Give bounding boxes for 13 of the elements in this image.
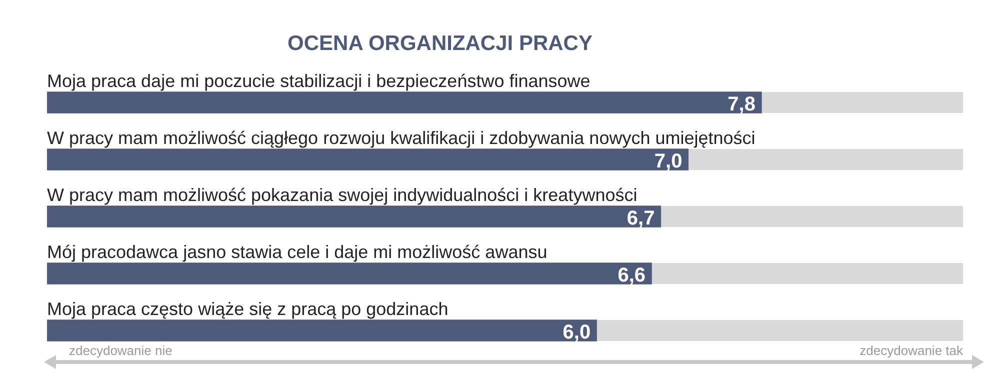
data-label: 6,7 (626, 208, 655, 230)
text: zdecydowanie tak (860, 343, 964, 358)
text: zdecydowanie nie (69, 343, 172, 358)
data-label: 7,8 (728, 94, 756, 116)
y-tick-label: W pracy mam możliwość ciągłego rozwoju kwalifikacji i zdobywania nowych umiejętności (47, 128, 756, 148)
data-label: 6,6 (618, 264, 646, 286)
data-label: 7,0 (654, 150, 682, 172)
y-tick-label: Moja praca często wiąże się z pracą po godzinach (47, 299, 448, 319)
data-label: 6,0 (562, 322, 591, 344)
y-tick-label: W pracy mam możliwość pokazania swojej indywidualności i kreatywności (47, 185, 638, 205)
chart-title: OCENA ORGANIZACJI PRACY (288, 32, 592, 55)
y-tick-label: Mój pracodawca jasno stawia cele i daje mi możliwość awansu (47, 242, 548, 262)
y-tick-label: Moja praca daje mi poczucie stabilizacji i bezpieczeństwo finansowe (47, 71, 590, 91)
